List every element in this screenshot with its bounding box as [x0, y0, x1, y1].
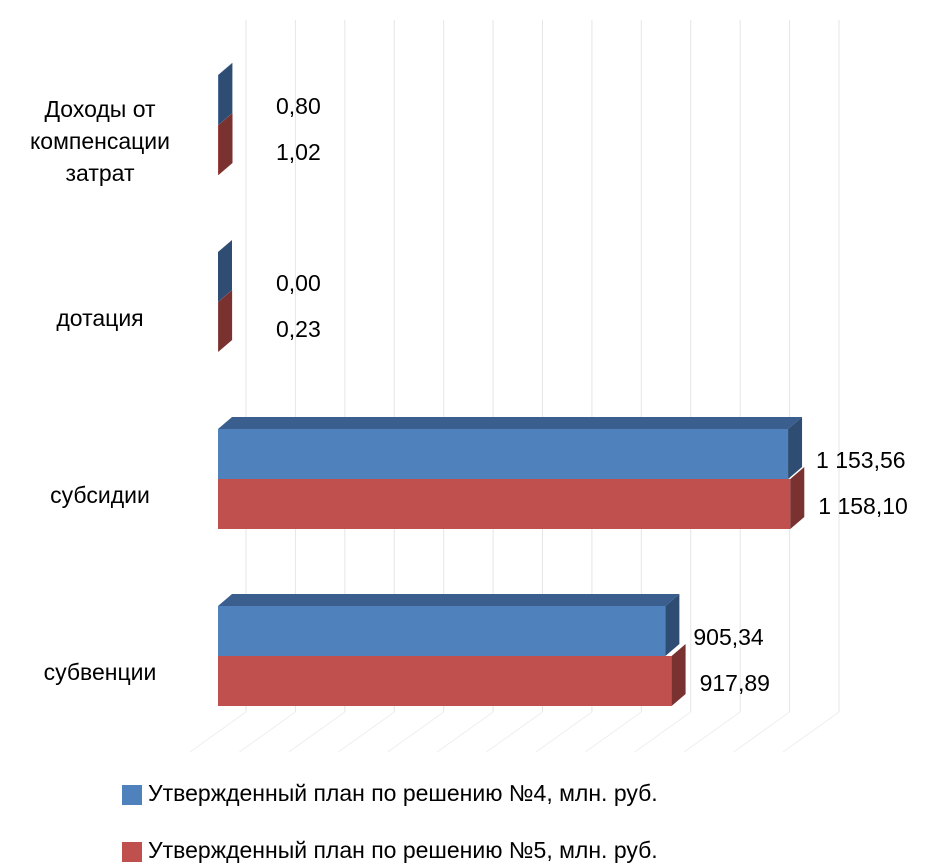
value-label: 0,00	[276, 270, 321, 296]
floor-line	[337, 711, 395, 753]
floor-line	[239, 711, 296, 753]
category-label: субвенции	[43, 659, 157, 685]
category-label: Доходы от компенсации затрат	[29, 96, 171, 186]
floor-line	[535, 711, 593, 753]
category-label: дотация	[56, 305, 144, 331]
bar-side	[790, 467, 805, 529]
floor-line	[634, 711, 692, 753]
bar-side	[218, 113, 233, 175]
value-label: 1 158,10	[818, 493, 908, 519]
value-label: 0,23	[276, 316, 321, 342]
bar-side	[218, 290, 233, 352]
bar-side	[665, 594, 680, 656]
value-label: 905,34	[693, 624, 764, 650]
legend-label: Утвержденный план по решению №5, млн. ру…	[148, 837, 658, 863]
value-label: 1,02	[276, 139, 321, 165]
bar-side	[788, 417, 803, 479]
floor-line	[387, 711, 444, 753]
bar	[218, 429, 789, 479]
bar-side	[671, 644, 686, 706]
floor-line	[436, 711, 494, 753]
bar	[218, 479, 791, 529]
bar-top	[218, 594, 680, 606]
bar	[218, 606, 666, 656]
bar	[218, 656, 672, 706]
floor-line	[733, 711, 790, 753]
floor-line	[486, 711, 543, 753]
bar-side	[218, 63, 233, 125]
floor-line	[288, 711, 346, 753]
bar-top	[218, 63, 233, 75]
bar-top	[218, 417, 803, 429]
value-label: 917,89	[700, 670, 770, 696]
bar-side	[218, 240, 232, 302]
legend-swatch	[122, 785, 142, 805]
floor-line	[683, 711, 741, 753]
floor-line	[585, 711, 642, 753]
legend-label: Утвержденный план по решению №4, млн. ру…	[148, 780, 658, 806]
value-label: 0,80	[276, 93, 321, 119]
floor-line	[189, 711, 247, 753]
category-label: субсидии	[50, 482, 150, 508]
value-label: 1 153,56	[816, 447, 906, 473]
floor-line	[782, 711, 840, 753]
bar	[218, 125, 219, 175]
legend-swatch	[122, 842, 142, 862]
